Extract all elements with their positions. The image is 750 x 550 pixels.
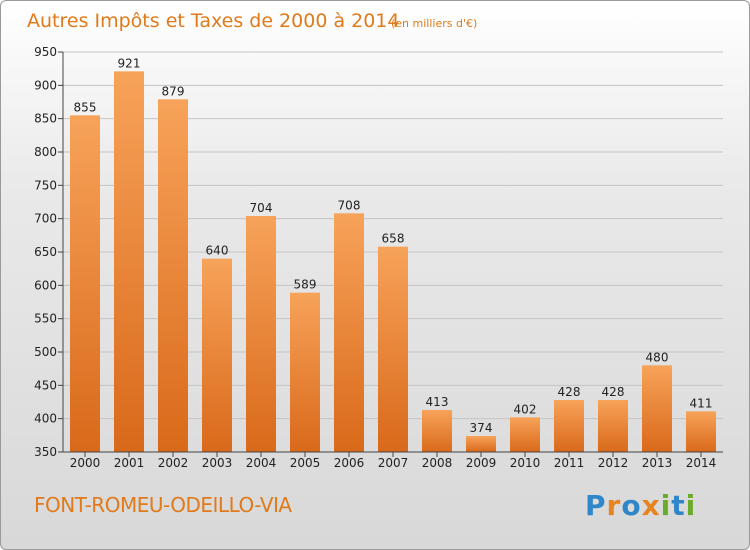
- logo-letter: i: [660, 489, 672, 522]
- x-tick-label-2001: 2001: [114, 456, 145, 470]
- value-label-2006: 708: [338, 198, 361, 212]
- value-label-2004: 704: [250, 201, 273, 215]
- bar-2003: [202, 258, 232, 452]
- bar-2005: [290, 292, 320, 452]
- value-label-2013: 480: [646, 350, 669, 364]
- y-tick-label: 650: [34, 245, 57, 259]
- y-tick-label: 550: [34, 312, 57, 326]
- x-tick-label-2007: 2007: [378, 456, 409, 470]
- chart-title: Autres Impôts et Taxes de 2000 à 2014: [27, 10, 400, 32]
- y-tick-label: 500: [34, 345, 57, 359]
- bars: 855 921 879 640 704 589 708 658 413 374 402 428 428 4…: [70, 56, 716, 452]
- value-label-2005: 589: [294, 278, 317, 292]
- logo-letter: P: [585, 489, 607, 522]
- value-label-2009: 374: [470, 421, 493, 435]
- x-tick-label-2008: 2008: [422, 456, 453, 470]
- y-axis: 350 400 450 500 550 600 650 700 750 800 850 900 950: [34, 45, 64, 459]
- y-tick-label: 900: [34, 78, 57, 92]
- y-tick-label: 350: [34, 445, 57, 459]
- x-tick-label-2002: 2002: [158, 456, 189, 470]
- value-label-2003: 640: [206, 244, 229, 258]
- y-tick-label: 950: [34, 45, 57, 59]
- y-tick-label: 450: [34, 378, 57, 392]
- bar-2004: [246, 216, 276, 452]
- logo-letter: t: [671, 489, 686, 522]
- y-tick-label: 850: [34, 112, 57, 126]
- x-tick-label-2005: 2005: [290, 456, 321, 470]
- logo-letter: r: [606, 489, 622, 522]
- x-tick-label-2003: 2003: [202, 456, 233, 470]
- y-tick-label: 400: [34, 412, 57, 426]
- x-tick-label-2012: 2012: [598, 456, 629, 470]
- x-tick-label-2009: 2009: [466, 456, 497, 470]
- chart-unit: (en milliers d'€): [391, 17, 477, 30]
- value-label-2008: 413: [426, 395, 449, 409]
- value-label-2014: 411: [690, 396, 713, 410]
- bar-2009: [466, 436, 496, 452]
- bar-2012: [598, 400, 628, 452]
- bar-2006: [334, 213, 364, 452]
- x-tick-label-2000: 2000: [70, 456, 101, 470]
- bar-2014: [686, 411, 716, 452]
- value-label-2001: 921: [118, 56, 141, 70]
- logo-letter: o: [621, 489, 642, 522]
- bar-2008: [422, 410, 452, 452]
- bar-2011: [554, 400, 584, 452]
- value-label-2010: 402: [514, 402, 537, 416]
- value-label-2012: 428: [602, 385, 625, 399]
- x-tick-label-2010: 2010: [510, 456, 541, 470]
- value-label-2002: 879: [162, 84, 185, 98]
- value-label-2011: 428: [558, 385, 581, 399]
- x-tick-label-2013: 2013: [642, 456, 673, 470]
- y-tick-label: 800: [34, 145, 57, 159]
- y-tick-label: 600: [34, 278, 57, 292]
- bar-2013: [642, 365, 672, 452]
- x-axis: 2000 2001 2002 2003 2004 2005 2006 2007 2008 2009…: [63, 451, 723, 470]
- x-tick-label-2014: 2014: [686, 456, 717, 470]
- y-tick-label: 700: [34, 212, 57, 226]
- bar-2007: [378, 246, 408, 452]
- bar-2000: [70, 115, 100, 452]
- logo-letter: i: [685, 489, 697, 522]
- bar-2001: [114, 71, 144, 452]
- x-tick-label-2006: 2006: [334, 456, 365, 470]
- proxiti-logo[interactable]: Proxiti: [585, 489, 696, 522]
- bar-2010: [510, 417, 540, 452]
- bar-2002: [158, 99, 188, 452]
- value-label-2007: 658: [382, 232, 405, 246]
- commune-name: FONT-ROMEU-ODEILLO-VIA: [34, 493, 292, 517]
- logo-letter: x: [641, 489, 661, 522]
- x-tick-label-2004: 2004: [246, 456, 277, 470]
- y-tick-label: 750: [34, 178, 57, 192]
- x-tick-label-2011: 2011: [554, 456, 585, 470]
- value-label-2000: 855: [74, 100, 97, 114]
